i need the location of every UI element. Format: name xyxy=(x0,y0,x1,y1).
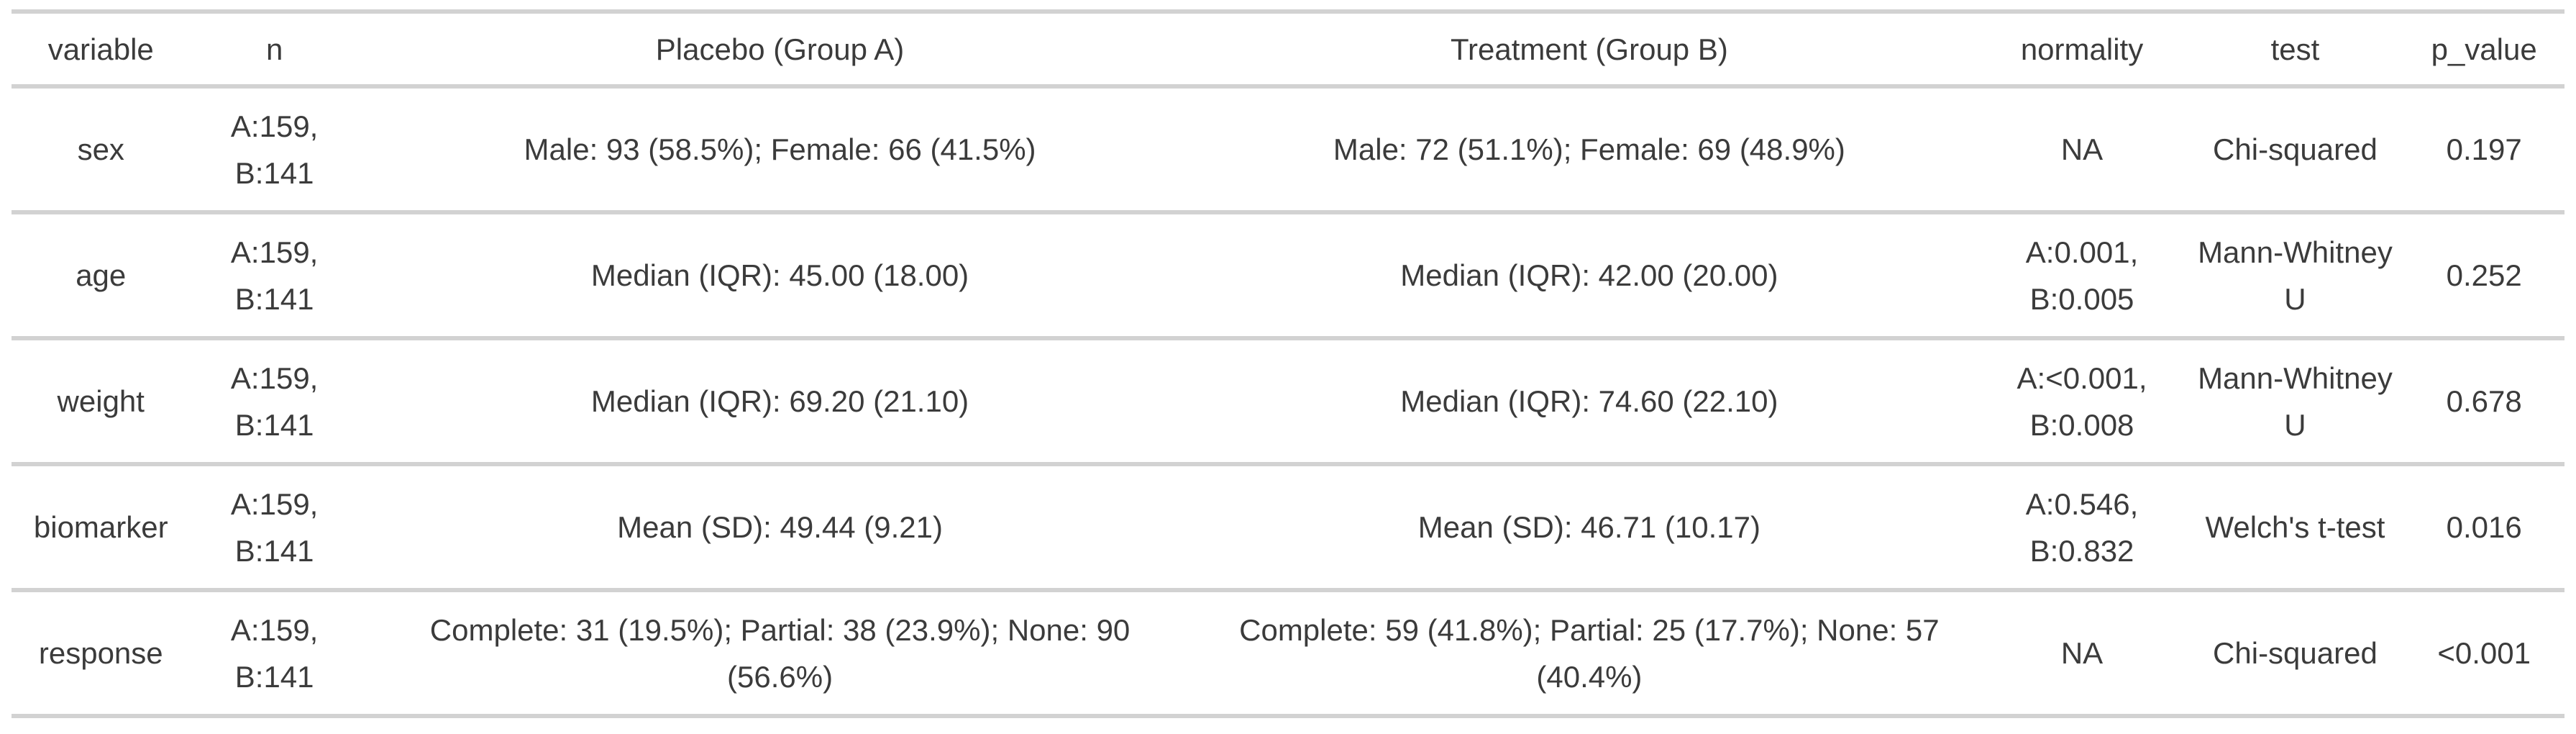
cell-sex-placebo: Male: 93 (58.5%); Female: 66 (41.5%) xyxy=(358,86,1202,214)
cell-age-test: Mann-Whitney U xyxy=(2186,212,2404,340)
cell-weight-normality: A:<0.001, B:0.008 xyxy=(1977,338,2187,466)
cell-response-normality: NA xyxy=(1977,590,2187,718)
cell-sex-variable: sex xyxy=(12,86,191,214)
table-row-age: age A:159, B:141 Median (IQR): 45.00 (18… xyxy=(12,212,2564,340)
column-header-p-value: p_value xyxy=(2403,12,2564,89)
cell-sex-test: Chi-squared xyxy=(2186,86,2404,214)
column-header-n: n xyxy=(190,12,359,89)
cell-sex-p-value: 0.197 xyxy=(2403,86,2564,214)
cell-response-variable: response xyxy=(12,590,191,718)
cell-biomarker-n: A:159, B:141 xyxy=(190,464,359,592)
column-header-placebo-group-a: Placebo (Group A) xyxy=(358,12,1202,89)
cell-weight-treatment: Median (IQR): 74.60 (22.10) xyxy=(1201,338,1978,466)
cell-weight-p-value: 0.678 xyxy=(2403,338,2564,466)
cell-biomarker-p-value: 0.016 xyxy=(2403,464,2564,592)
cell-weight-test: Mann-Whitney U xyxy=(2186,338,2404,466)
cell-age-p-value: 0.252 xyxy=(2403,212,2564,340)
cell-sex-n: A:159, B:141 xyxy=(190,86,359,214)
cell-response-p-value: <0.001 xyxy=(2403,590,2564,718)
column-header-test: test xyxy=(2186,12,2404,89)
column-header-normality: normality xyxy=(1977,12,2187,89)
header-row: variable n Placebo (Group A) Treatment (… xyxy=(12,12,2564,89)
cell-weight-n: A:159, B:141 xyxy=(190,338,359,466)
cell-age-treatment: Median (IQR): 42.00 (20.00) xyxy=(1201,212,1978,340)
cell-sex-normality: NA xyxy=(1977,86,2187,214)
cell-biomarker-test: Welch's t-test xyxy=(2186,464,2404,592)
cell-biomarker-placebo: Mean (SD): 49.44 (9.21) xyxy=(358,464,1202,592)
cell-weight-variable: weight xyxy=(12,338,191,466)
column-header-treatment-group-b: Treatment (Group B) xyxy=(1201,12,1978,89)
cell-biomarker-normality: A:0.546, B:0.832 xyxy=(1977,464,2187,592)
cell-weight-placebo: Median (IQR): 69.20 (21.10) xyxy=(358,338,1202,466)
cell-sex-treatment: Male: 72 (51.1%); Female: 69 (48.9%) xyxy=(1201,86,1978,214)
cell-response-test: Chi-squared xyxy=(2186,590,2404,718)
group-comparison-table-container: variable n Placebo (Group A) Treatment (… xyxy=(12,9,2564,718)
cell-age-variable: age xyxy=(12,212,191,340)
table-row-response: response A:159, B:141 Complete: 31 (19.5… xyxy=(12,590,2564,718)
cell-age-placebo: Median (IQR): 45.00 (18.00) xyxy=(358,212,1202,340)
cell-response-n: A:159, B:141 xyxy=(190,590,359,718)
group-comparison-table: variable n Placebo (Group A) Treatment (… xyxy=(12,9,2564,718)
table-row-weight: weight A:159, B:141 Median (IQR): 69.20 … xyxy=(12,338,2564,466)
column-header-variable: variable xyxy=(12,12,191,89)
cell-response-treatment: Complete: 59 (41.8%); Partial: 25 (17.7%… xyxy=(1201,590,1978,718)
cell-age-normality: A:0.001, B:0.005 xyxy=(1977,212,2187,340)
cell-biomarker-treatment: Mean (SD): 46.71 (10.17) xyxy=(1201,464,1978,592)
cell-response-placebo: Complete: 31 (19.5%); Partial: 38 (23.9%… xyxy=(358,590,1202,718)
cell-age-n: A:159, B:141 xyxy=(190,212,359,340)
table-row-biomarker: biomarker A:159, B:141 Mean (SD): 49.44 … xyxy=(12,464,2564,592)
cell-biomarker-variable: biomarker xyxy=(12,464,191,592)
table-row-sex: sex A:159, B:141 Male: 93 (58.5%); Femal… xyxy=(12,86,2564,214)
